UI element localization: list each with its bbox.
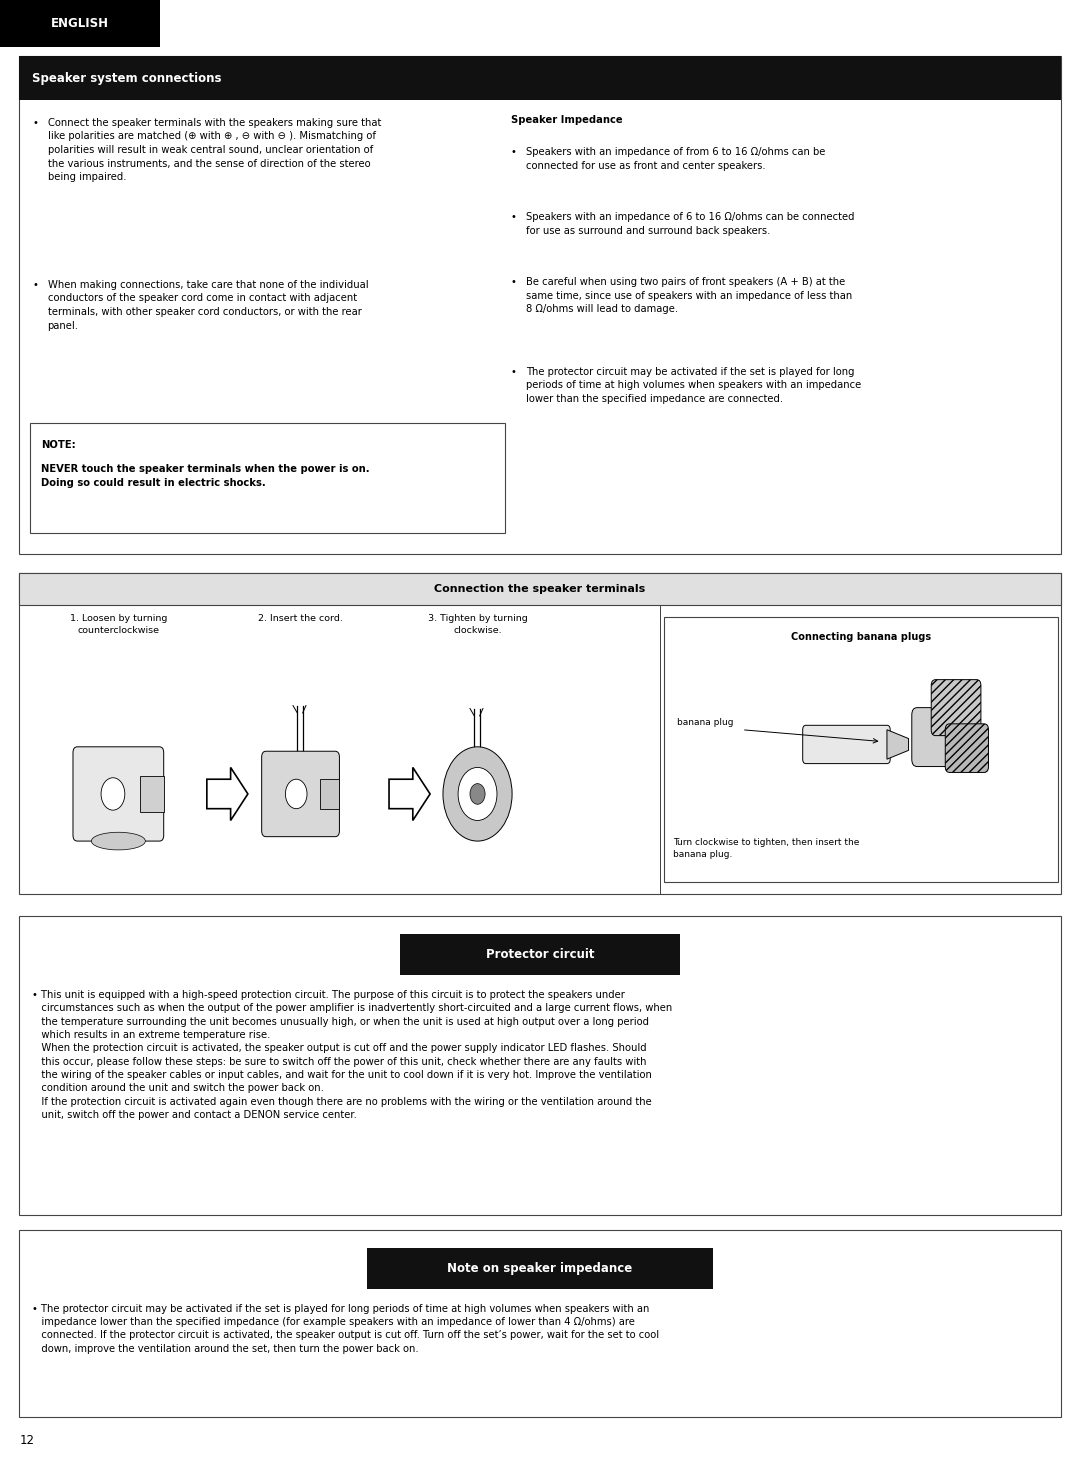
Bar [0,0,160,47]
Text: banana plug: banana plug [677,717,733,726]
FancyBboxPatch shape [912,707,968,766]
Text: NEVER touch the speaker terminals when the power is on.
Doing so could result in: NEVER touch the speaker terminals when t… [41,464,369,488]
Text: •: • [511,367,516,377]
Bar [30,423,505,533]
Text: •: • [511,212,516,222]
Text: 12: 12 [19,1435,35,1446]
FancyBboxPatch shape [945,723,988,772]
Bar [19,916,1061,1215]
Text: 1. Loosen by turning
counterclockwise: 1. Loosen by turning counterclockwise [69,614,167,635]
Text: ENGLISH: ENGLISH [51,18,109,29]
Ellipse shape [92,832,146,850]
Text: 3. Tighten by turning
clockwise.: 3. Tighten by turning clockwise. [428,614,527,635]
FancyBboxPatch shape [931,679,981,735]
Text: Speaker system connections: Speaker system connections [32,72,221,84]
Polygon shape [389,767,430,820]
Bar [19,56,1061,100]
Text: Turn clockwise to tighten, then insert the
banana plug.: Turn clockwise to tighten, then insert t… [673,838,859,859]
Bar [19,573,1061,605]
Polygon shape [887,729,908,759]
Circle shape [285,779,307,809]
Bar [664,617,1058,882]
Circle shape [458,767,497,820]
Bar [19,56,1061,554]
Text: The protector circuit may be activated if the set is played for long
periods of : The protector circuit may be activated i… [526,367,861,404]
Bar [400,934,680,975]
Text: Note on speaker impedance: Note on speaker impedance [447,1262,633,1274]
Text: NOTE:: NOTE: [41,440,76,451]
Circle shape [443,747,512,841]
Text: • The protector circuit may be activated if the set is played for long periods o: • The protector circuit may be activated… [32,1304,660,1354]
Text: •: • [511,147,516,158]
Bar [660,605,661,894]
Circle shape [102,778,125,810]
Text: •: • [32,118,38,128]
FancyBboxPatch shape [261,751,339,837]
Text: When making connections, take care that none of the individual
conductors of the: When making connections, take care that … [48,280,368,330]
Text: Be careful when using two pairs of front speakers (A + B) at the
same time, sinc: Be careful when using two pairs of front… [526,277,852,314]
Bar [19,573,1061,894]
Text: •: • [511,277,516,287]
Bar [140,776,164,812]
Bar [367,1248,713,1289]
Polygon shape [207,767,248,820]
Bar [19,1230,1061,1417]
Text: Speakers with an impedance of from 6 to 16 Ω/ohms can be
connected for use as fr: Speakers with an impedance of from 6 to … [526,147,825,171]
Text: •: • [32,280,38,290]
Bar [320,779,339,809]
Text: Protector circuit: Protector circuit [486,949,594,960]
FancyBboxPatch shape [802,725,890,763]
Text: • This unit is equipped with a high-speed protection circuit. The purpose of thi: • This unit is equipped with a high-spee… [32,990,673,1119]
Circle shape [470,784,485,804]
Text: 2. Insert the cord.: 2. Insert the cord. [258,614,343,623]
Text: Speakers with an impedance of 6 to 16 Ω/ohms can be connected
for use as surroun: Speakers with an impedance of 6 to 16 Ω/… [526,212,854,236]
Text: Connect the speaker terminals with the speakers making sure that
like polarities: Connect the speaker terminals with the s… [48,118,381,183]
Text: Connection the speaker terminals: Connection the speaker terminals [434,585,646,594]
Text: Connecting banana plugs: Connecting banana plugs [792,632,931,642]
FancyBboxPatch shape [73,747,164,841]
Text: Speaker Impedance: Speaker Impedance [511,115,622,125]
